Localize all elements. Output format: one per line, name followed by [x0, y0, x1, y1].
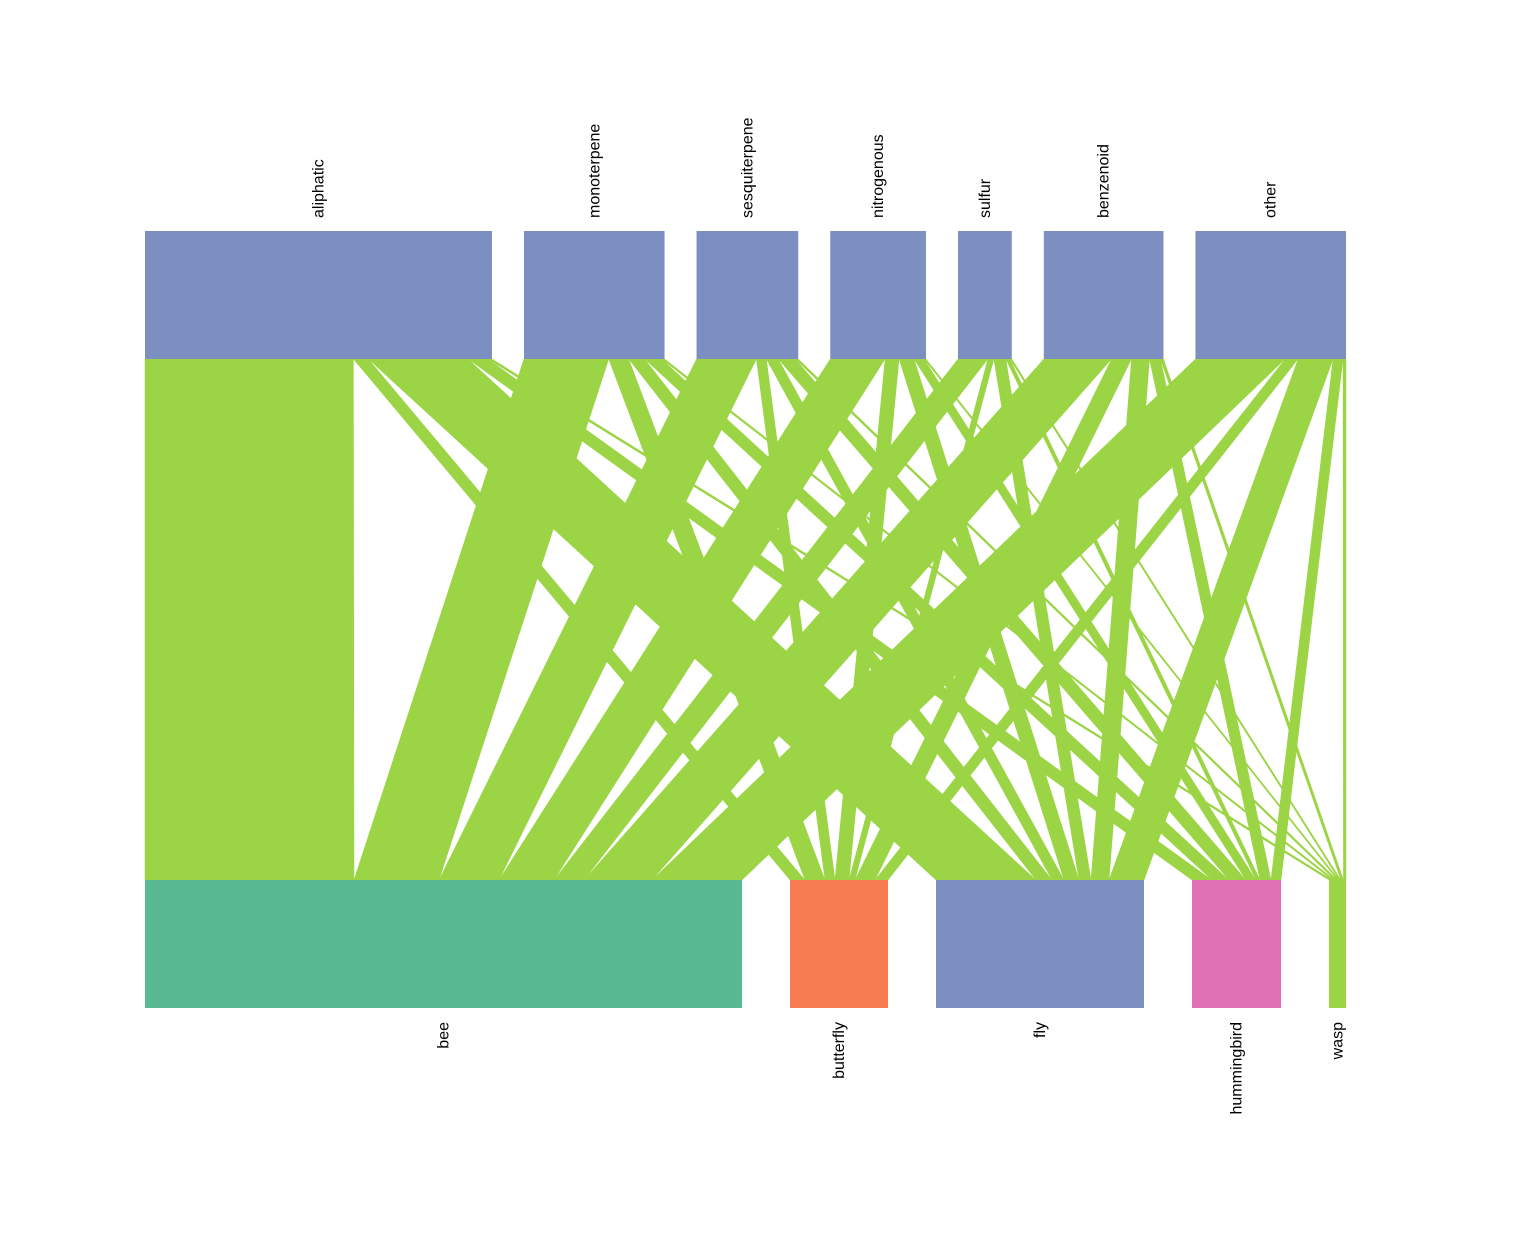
top-node-sesquiterpene — [696, 231, 799, 359]
bottom-label-layer: bee butterfly fly hummingbird wasp — [436, 1022, 1347, 1115]
top-node-label-sesquiterpene: sesquiterpene — [739, 117, 756, 218]
bottom-node-label-hummingbird: hummingbird — [1229, 1022, 1246, 1114]
link-layer — [144, 358, 1347, 881]
bottom-node-label-butterfly: butterfly — [831, 1022, 848, 1079]
bottom-node-label-wasp: wasp — [1330, 1022, 1347, 1060]
bottom-node-layer — [145, 880, 1346, 1008]
top-node-monoterpene — [523, 231, 665, 359]
top-node-other — [1195, 231, 1346, 359]
link-aliphatic-bee — [144, 358, 355, 881]
top-node-label-benzenoid: benzenoid — [1096, 144, 1113, 218]
top-node-label-other: other — [1263, 181, 1280, 218]
bottom-node-wasp — [1329, 880, 1346, 1008]
top-node-label-nitrogenous: nitrogenous — [870, 134, 887, 218]
top-node-label-sulfur: sulfur — [977, 178, 994, 218]
bottom-node-butterfly — [790, 880, 888, 1008]
bottom-node-label-bee: bee — [436, 1022, 453, 1049]
top-node-sulfur — [957, 231, 1012, 359]
bottom-node-fly — [936, 880, 1144, 1008]
top-node-aliphatic — [145, 231, 492, 359]
bottom-node-bee — [145, 880, 742, 1008]
top-node-label-monoterpene: monoterpene — [586, 124, 603, 218]
link-other-wasp — [1342, 358, 1347, 881]
bottom-node-label-fly: fly — [1032, 1022, 1049, 1038]
bottom-node-hummingbird — [1192, 880, 1281, 1008]
top-node-layer — [145, 231, 1346, 359]
top-node-benzenoid — [1043, 231, 1164, 359]
top-label-layer: aliphatic monoterpene sesquiterpene nitroge… — [310, 117, 1279, 218]
top-node-label-aliphatic: aliphatic — [310, 159, 327, 218]
top-node-nitrogenous — [830, 231, 926, 359]
